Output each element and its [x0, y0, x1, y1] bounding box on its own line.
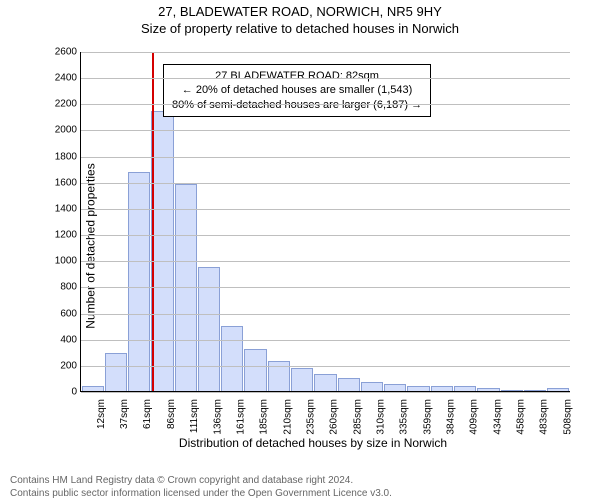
- y-tick: 1400: [51, 203, 77, 214]
- gridline: [81, 52, 570, 53]
- y-tick: 1600: [51, 177, 77, 188]
- y-tick: 400: [51, 334, 77, 345]
- histogram-bar: [105, 353, 127, 391]
- x-tick: 335sqm: [399, 399, 410, 435]
- histogram-bar: [338, 378, 360, 391]
- plot-area: 12sqm37sqm61sqm86sqm111sqm136sqm161sqm18…: [80, 52, 570, 392]
- histogram-bar: [314, 374, 336, 391]
- x-axis-label: Distribution of detached houses by size …: [48, 436, 578, 450]
- info-line-1: 27 BLADEWATER ROAD: 82sqm: [172, 69, 422, 83]
- y-tick: 0: [51, 387, 77, 398]
- gridline: [81, 235, 570, 236]
- credit-line-1: Contains HM Land Registry data © Crown c…: [10, 475, 392, 488]
- histogram-bar: [361, 382, 383, 391]
- x-tick: 260sqm: [329, 399, 340, 435]
- histogram-bar: [501, 390, 523, 391]
- histogram-bar: [198, 267, 220, 391]
- x-tick: 434sqm: [492, 399, 503, 435]
- x-tick: 310sqm: [376, 399, 387, 435]
- y-tick: 1000: [51, 256, 77, 267]
- gridline: [81, 366, 570, 367]
- y-tick: 200: [51, 360, 77, 371]
- x-tick: 458sqm: [516, 399, 527, 435]
- x-tick: 185sqm: [259, 399, 270, 435]
- x-tick: 409sqm: [469, 399, 480, 435]
- y-tick: 2200: [51, 99, 77, 110]
- histogram-bar: [407, 386, 429, 391]
- gridline: [81, 287, 570, 288]
- y-tick: 2600: [51, 47, 77, 58]
- x-tick: 384sqm: [446, 399, 457, 435]
- histogram-bar: [431, 386, 453, 391]
- credits: Contains HM Land Registry data © Crown c…: [10, 475, 392, 500]
- credit-line-2: Contains public sector information licen…: [10, 488, 392, 501]
- histogram-bar: [221, 326, 243, 391]
- histogram-bar: [454, 386, 476, 391]
- x-tick: 111sqm: [189, 399, 200, 433]
- y-tick: 1800: [51, 151, 77, 162]
- histogram-bar: [244, 349, 266, 391]
- y-tick: 2400: [51, 73, 77, 84]
- histogram-bar: [547, 388, 569, 391]
- x-tick: 235sqm: [306, 399, 317, 435]
- histogram-bar: [128, 172, 150, 391]
- x-tick: 285sqm: [352, 399, 363, 435]
- gridline: [81, 157, 570, 158]
- x-tick: 136sqm: [212, 399, 223, 435]
- chart-container: Number of detached properties 12sqm37sqm…: [48, 46, 578, 446]
- x-tick: 161sqm: [236, 399, 247, 435]
- gridline: [81, 78, 570, 79]
- gridline: [81, 130, 570, 131]
- y-tick: 600: [51, 308, 77, 319]
- histogram-bar: [477, 388, 499, 391]
- x-tick: 12sqm: [96, 399, 107, 429]
- x-tick: 37sqm: [119, 399, 130, 429]
- gridline: [81, 209, 570, 210]
- x-tick: 210sqm: [282, 399, 293, 435]
- gridline: [81, 183, 570, 184]
- gridline: [81, 340, 570, 341]
- histogram-bar: [524, 390, 546, 391]
- x-tick: 86sqm: [166, 399, 177, 429]
- x-tick: 508sqm: [562, 399, 573, 435]
- y-tick: 1200: [51, 230, 77, 241]
- gridline: [81, 261, 570, 262]
- x-tick: 483sqm: [539, 399, 550, 435]
- histogram-bar: [151, 111, 173, 391]
- histogram-bar: [384, 384, 406, 391]
- page-title: 27, BLADEWATER ROAD, NORWICH, NR5 9HY: [0, 4, 600, 19]
- x-tick: 61sqm: [142, 399, 153, 429]
- y-tick: 2000: [51, 125, 77, 136]
- info-line-2: ← 20% of detached houses are smaller (1,…: [172, 83, 422, 97]
- x-tick: 359sqm: [422, 399, 433, 435]
- gridline: [81, 104, 570, 105]
- y-tick: 800: [51, 282, 77, 293]
- gridline: [81, 314, 570, 315]
- histogram-bar: [82, 386, 104, 391]
- info-box: 27 BLADEWATER ROAD: 82sqm ← 20% of detac…: [163, 64, 431, 117]
- gridline: [81, 392, 570, 393]
- page-subtitle: Size of property relative to detached ho…: [0, 21, 600, 36]
- histogram-bar: [291, 368, 313, 391]
